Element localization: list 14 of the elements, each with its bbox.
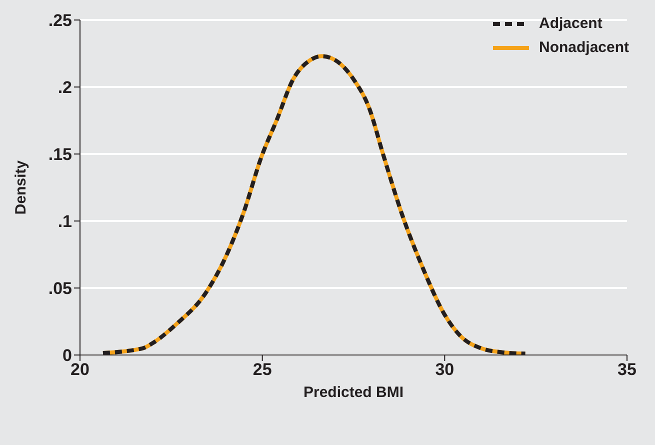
y-axis-title: Density xyxy=(12,160,30,215)
y-tick-label: 0 xyxy=(62,346,72,366)
x-tick-label: 20 xyxy=(70,360,90,380)
y-tick-label: .1 xyxy=(58,212,72,232)
y-tick-label: .15 xyxy=(48,145,72,164)
legend-label: Adjacent xyxy=(538,14,602,34)
x-tick-label: 25 xyxy=(252,360,272,380)
legend-label: Nonadjacent xyxy=(538,38,629,58)
y-tick-label: .2 xyxy=(58,78,72,98)
x-tick-label: 35 xyxy=(618,360,636,380)
x-axis-title: Predicted BMI xyxy=(303,384,404,401)
x-tick-label: 30 xyxy=(435,360,454,380)
y-tick-label: .25 xyxy=(48,11,72,30)
y-tick-label: .05 xyxy=(48,279,72,298)
